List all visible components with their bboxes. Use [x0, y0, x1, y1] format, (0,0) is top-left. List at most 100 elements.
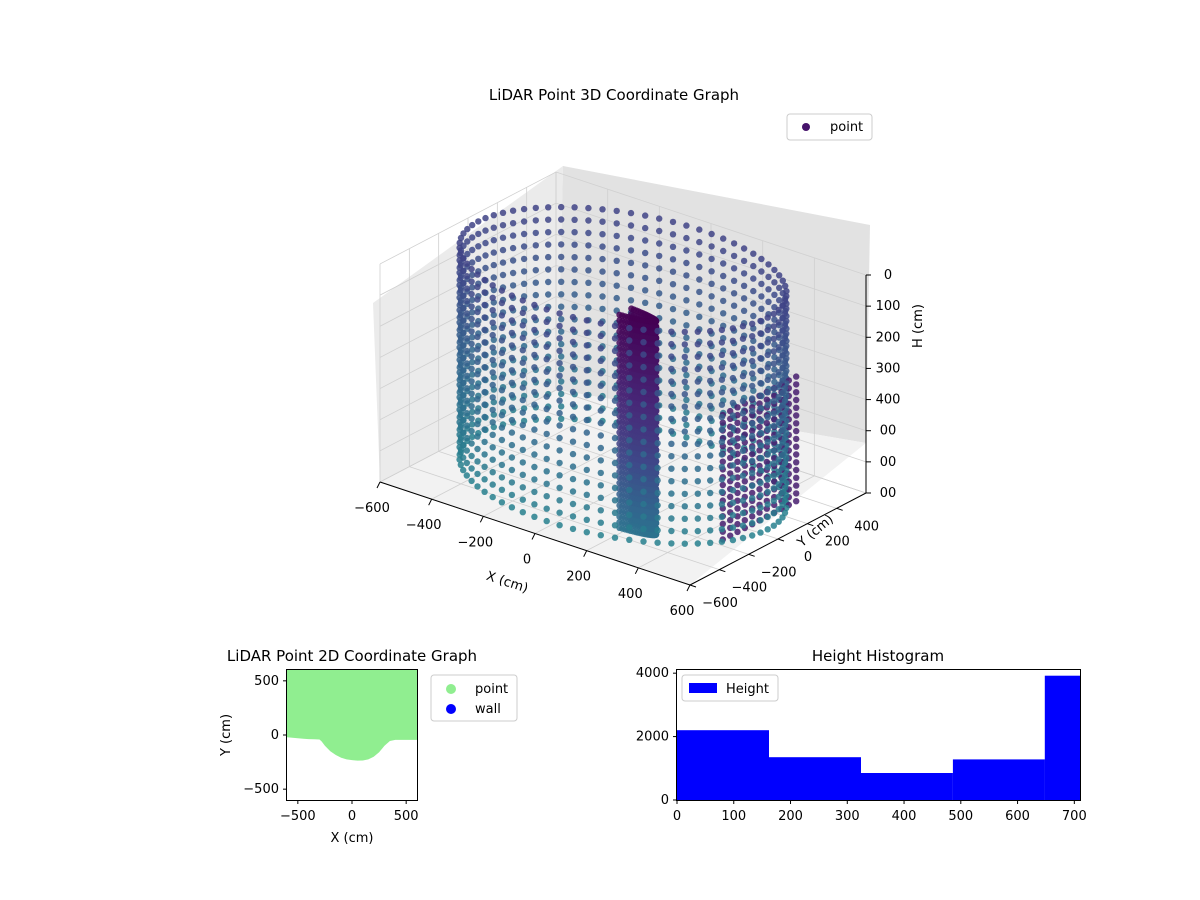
point-marker — [764, 501, 771, 508]
point-marker — [489, 431, 496, 438]
point-marker — [739, 485, 747, 492]
point-marker — [729, 462, 737, 469]
y-tick-label: 0 — [271, 728, 279, 743]
point-marker — [729, 412, 737, 419]
point-marker — [626, 524, 633, 531]
point-marker — [569, 326, 577, 333]
point-marker — [770, 348, 777, 355]
point-marker — [779, 501, 786, 509]
point-marker — [558, 278, 565, 285]
point-marker — [558, 340, 565, 348]
point-marker — [741, 478, 748, 485]
point-marker — [556, 522, 563, 529]
x-tick-mark — [634, 567, 639, 575]
point-marker — [626, 437, 633, 444]
y-tick-mark — [689, 584, 697, 588]
point-marker — [749, 382, 756, 390]
point-marker — [481, 289, 488, 296]
y-tick-label: −500 — [243, 782, 279, 797]
point-marker — [474, 358, 481, 365]
point-marker — [611, 397, 619, 404]
point-marker — [463, 360, 470, 367]
point-marker — [683, 322, 690, 329]
point-marker — [707, 377, 714, 385]
point-marker — [734, 411, 741, 419]
point-marker — [683, 421, 690, 429]
point-marker — [694, 478, 701, 485]
point-marker — [545, 241, 552, 248]
point-marker — [640, 413, 647, 421]
point-marker — [681, 465, 688, 473]
point-marker — [765, 286, 772, 293]
point-marker — [696, 238, 703, 246]
point-marker — [668, 478, 675, 485]
point-marker — [498, 362, 506, 369]
point-marker — [793, 482, 800, 489]
point-marker — [763, 396, 770, 403]
point-marker — [734, 505, 741, 512]
point-marker — [779, 364, 786, 372]
point-marker — [543, 380, 550, 388]
point-marker — [739, 372, 747, 380]
point-marker — [707, 502, 714, 509]
point-marker — [719, 481, 726, 489]
point-marker — [668, 527, 675, 535]
point-marker — [779, 464, 786, 471]
point-marker — [585, 292, 592, 299]
point-marker — [508, 329, 516, 337]
point-marker — [627, 272, 635, 279]
point-marker — [668, 428, 675, 435]
point-marker — [640, 451, 647, 458]
point-marker — [683, 384, 690, 391]
point-marker — [707, 327, 714, 335]
point-marker — [729, 325, 737, 332]
point-marker — [599, 255, 606, 263]
point-marker — [642, 262, 649, 269]
point-marker — [639, 507, 646, 515]
point-marker — [654, 377, 661, 384]
point-marker — [656, 265, 663, 272]
point-marker — [708, 280, 715, 287]
point-marker — [640, 388, 647, 396]
point-marker — [730, 302, 738, 309]
point-marker — [640, 463, 647, 470]
point-marker — [749, 450, 756, 458]
point-marker — [583, 392, 590, 399]
legend-2d: point wall — [430, 674, 518, 722]
point-marker — [569, 475, 577, 483]
point-marker — [642, 212, 649, 219]
point-marker — [749, 395, 756, 402]
point-marker — [558, 241, 565, 248]
point-marker — [469, 246, 476, 254]
point-marker — [775, 518, 782, 525]
point-marker — [627, 284, 635, 291]
point-marker — [669, 218, 677, 226]
point-marker — [779, 314, 786, 322]
point-marker — [543, 443, 550, 450]
point-marker — [734, 474, 741, 481]
point-marker — [707, 489, 714, 497]
point-marker — [532, 267, 539, 274]
point-marker — [482, 264, 489, 272]
point-marker — [460, 379, 467, 387]
point-marker — [668, 340, 675, 348]
point-marker — [460, 280, 467, 287]
point-marker — [683, 234, 690, 242]
point-marker — [531, 438, 538, 446]
point-marker — [469, 421, 476, 428]
point-marker — [556, 422, 563, 429]
point-marker — [739, 422, 747, 430]
point-marker — [654, 502, 661, 509]
point-marker — [460, 442, 467, 449]
point-marker — [770, 422, 777, 430]
point-marker — [779, 302, 786, 309]
point-marker — [613, 282, 620, 289]
point-marker — [498, 312, 506, 319]
point-marker — [481, 426, 488, 433]
floor-grid-y — [409, 466, 720, 571]
point-marker — [498, 299, 506, 307]
point-marker — [457, 399, 464, 406]
point-marker — [729, 474, 737, 481]
point-marker — [776, 297, 783, 304]
point-marker — [718, 488, 726, 496]
